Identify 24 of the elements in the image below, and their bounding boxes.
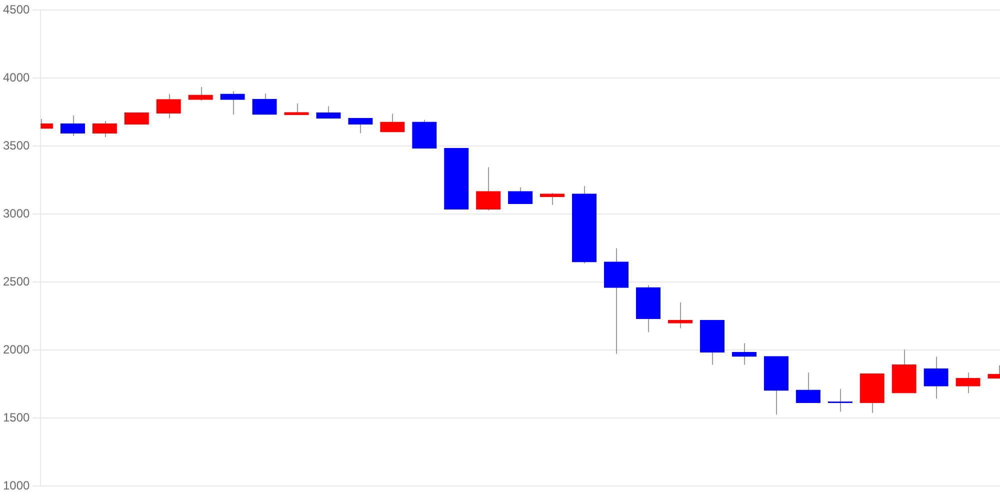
candlestick	[156, 94, 181, 119]
candlestick	[540, 192, 565, 206]
candlestick	[60, 115, 85, 136]
y-tick-label: 2000	[2, 342, 30, 356]
candlestick	[380, 113, 405, 132]
y-tick-label: 3000	[2, 206, 30, 220]
candlestick	[92, 120, 117, 138]
candlestick	[956, 372, 980, 394]
y-tick-label: 1500	[2, 410, 30, 424]
candlestick	[348, 118, 373, 134]
candlestick	[668, 302, 693, 329]
y-tick-label: 4000	[2, 70, 30, 84]
y-tick-label: 4500	[2, 2, 30, 17]
candlestick	[796, 372, 820, 404]
y-tick-label: 2500	[2, 274, 30, 288]
candlestick	[188, 86, 213, 102]
candlestick	[732, 342, 757, 366]
candlestick	[252, 93, 277, 115]
y-tick-label: 3500	[2, 138, 30, 152]
candlestick	[508, 186, 533, 204]
y-tick-label: 1000	[2, 478, 30, 492]
candlestick	[476, 166, 501, 211]
candlestick	[220, 90, 245, 115]
candlestick	[924, 356, 948, 399]
